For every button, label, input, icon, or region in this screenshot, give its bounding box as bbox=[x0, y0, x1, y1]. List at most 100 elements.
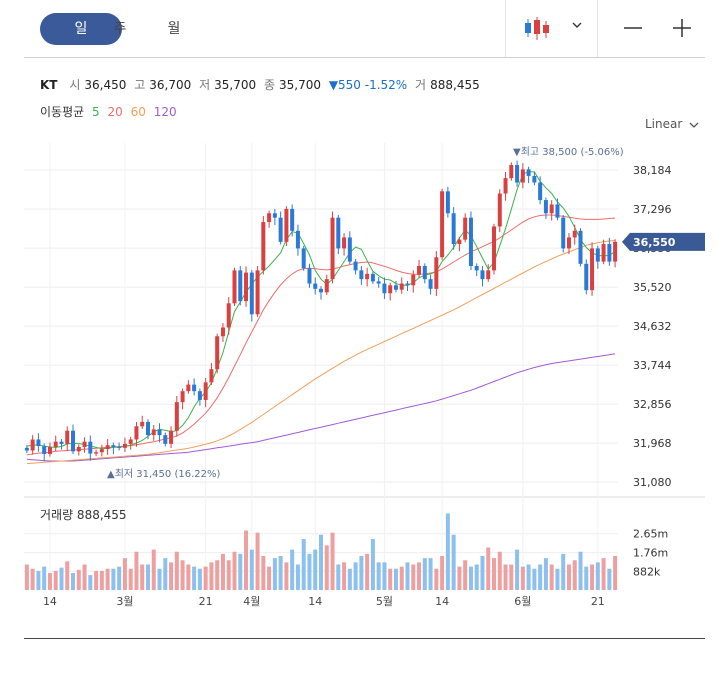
tab-weekly[interactable]: 주 bbox=[113, 21, 127, 37]
candle-body bbox=[393, 285, 398, 290]
volume-bar bbox=[601, 558, 606, 590]
candle-body bbox=[249, 272, 254, 315]
candle-body bbox=[538, 182, 543, 201]
volume-bar bbox=[226, 560, 231, 590]
volume-bar bbox=[134, 551, 139, 590]
change-value: ▼550 -1.52% bbox=[328, 78, 408, 92]
open-value: 36,450 bbox=[84, 78, 127, 92]
candle-body bbox=[295, 230, 300, 249]
candle-body bbox=[324, 279, 329, 293]
volume-bar bbox=[111, 568, 116, 590]
toolbar-divider bbox=[597, 0, 598, 57]
volume-bar bbox=[543, 558, 548, 590]
candle-body bbox=[169, 430, 174, 444]
high-value: 36,700 bbox=[149, 78, 192, 92]
tab-daily[interactable]: 일 bbox=[40, 13, 122, 45]
volume-bar bbox=[445, 513, 450, 590]
candle-body bbox=[376, 281, 381, 284]
x-tick-label: 3월 bbox=[116, 595, 133, 608]
volume-bar bbox=[549, 564, 554, 590]
volume-bar bbox=[186, 564, 191, 590]
volume-bar bbox=[174, 551, 179, 590]
candle-body bbox=[584, 263, 589, 291]
candle-body bbox=[566, 237, 571, 249]
candle-body bbox=[319, 288, 323, 293]
volume-bar bbox=[370, 539, 375, 590]
candle-body bbox=[497, 193, 502, 227]
candle-body bbox=[290, 208, 295, 231]
chevron-down-icon[interactable] bbox=[571, 20, 583, 30]
volume-bar bbox=[595, 562, 600, 590]
x-tick-label: 14 bbox=[308, 595, 322, 608]
volume-bar bbox=[538, 564, 543, 590]
candle-body bbox=[353, 261, 358, 271]
volume-bar bbox=[353, 562, 358, 590]
stock-name: KT bbox=[40, 78, 58, 92]
volume-bar bbox=[284, 562, 289, 590]
candle-body bbox=[197, 391, 202, 400]
volume-tick-label: 2.65m bbox=[633, 528, 668, 541]
candle-body bbox=[151, 429, 156, 436]
volume-bar bbox=[497, 551, 502, 590]
candle-body bbox=[267, 213, 272, 223]
candle-body bbox=[215, 336, 220, 370]
volume-bar bbox=[94, 570, 99, 590]
candle-body bbox=[192, 384, 197, 392]
candle-body bbox=[405, 283, 410, 286]
volume-bar bbox=[388, 568, 393, 590]
volume-bar bbox=[140, 564, 145, 590]
candle-body bbox=[145, 421, 150, 436]
volume-bar bbox=[555, 568, 560, 590]
volume-bar bbox=[468, 566, 473, 590]
y-tick-label: 31,080 bbox=[633, 476, 672, 489]
volume-bar bbox=[157, 568, 162, 590]
low-label: 저 bbox=[199, 78, 211, 92]
tab-monthly[interactable]: 월 bbox=[167, 21, 181, 37]
candle-body bbox=[180, 391, 185, 403]
chart-toolbar: 일 주 월 bbox=[24, 0, 705, 58]
candle-body bbox=[203, 382, 208, 400]
volume-bar bbox=[405, 562, 410, 590]
scale-selector[interactable]: Linear bbox=[645, 117, 700, 131]
volume-bar bbox=[382, 562, 387, 590]
candle-body bbox=[370, 273, 375, 282]
ma-20: 20 bbox=[107, 105, 123, 119]
candlestick-icon[interactable] bbox=[522, 16, 552, 42]
volume-bar bbox=[457, 566, 462, 590]
volume-tick-label: 1.76m bbox=[633, 547, 668, 560]
candle-body bbox=[163, 435, 168, 444]
y-tick-label: 38,184 bbox=[633, 164, 672, 177]
volume-bar bbox=[99, 570, 104, 590]
candle-body bbox=[307, 268, 312, 284]
volume-bar bbox=[203, 566, 208, 590]
candle-body bbox=[71, 430, 76, 452]
volume-bar bbox=[324, 545, 329, 590]
volume-bar bbox=[122, 558, 127, 590]
ma-label: 이동평균 bbox=[40, 105, 85, 119]
volume-bar bbox=[47, 573, 52, 590]
volume-bar bbox=[249, 549, 254, 590]
volume-bar bbox=[411, 564, 416, 590]
x-tick-label: 4월 bbox=[243, 595, 260, 608]
volume-bar bbox=[613, 556, 618, 590]
candle-body bbox=[555, 204, 560, 218]
volume-bar bbox=[261, 556, 266, 590]
candle-body bbox=[572, 230, 577, 238]
volume-bar bbox=[347, 568, 352, 590]
volume-bar bbox=[30, 568, 35, 590]
volume-bar bbox=[359, 556, 364, 590]
volume-bar bbox=[192, 566, 197, 590]
zoom-in-icon[interactable] bbox=[672, 18, 692, 38]
candle-body bbox=[613, 241, 618, 262]
toolbar-divider bbox=[505, 0, 506, 57]
candle-body bbox=[65, 430, 70, 444]
x-tick-label: 21 bbox=[199, 595, 213, 608]
volume-bar bbox=[53, 570, 58, 590]
volume-bar bbox=[180, 560, 185, 590]
zoom-out-icon[interactable] bbox=[623, 20, 643, 36]
candle-body bbox=[359, 270, 364, 280]
volume-bar bbox=[584, 566, 589, 590]
y-tick-label: 33,744 bbox=[633, 359, 672, 372]
candle-body bbox=[342, 237, 347, 249]
